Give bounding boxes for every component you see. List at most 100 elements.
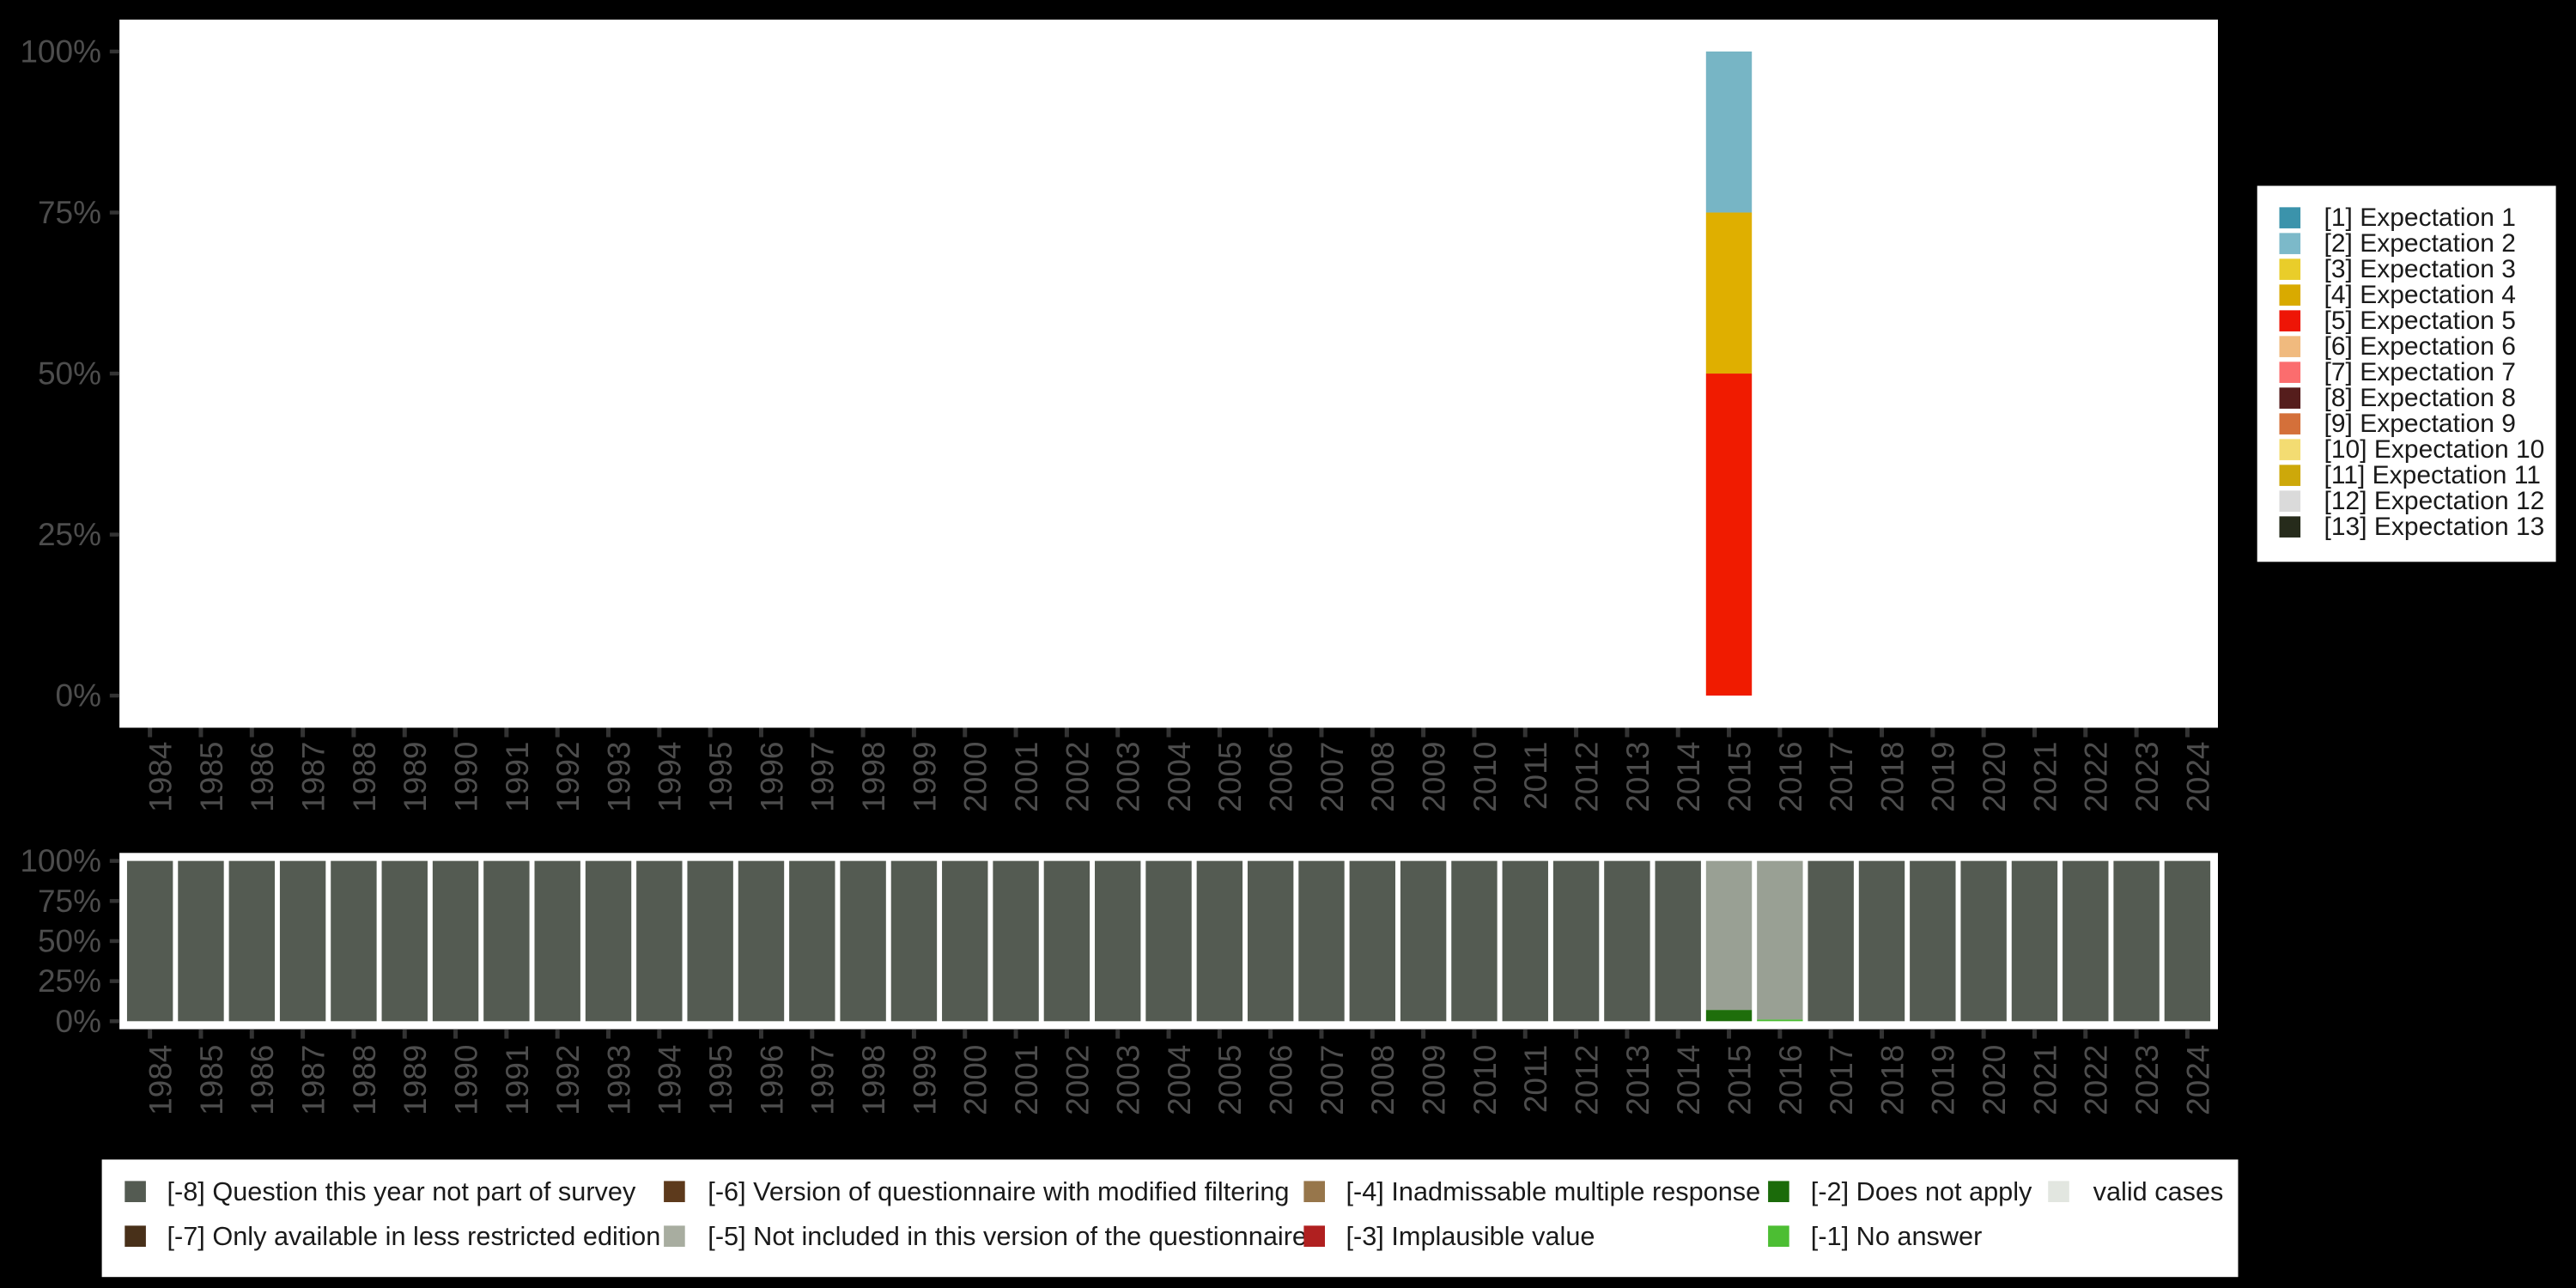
svg-text:1995: 1995 (703, 1045, 738, 1115)
svg-text:1987: 1987 (296, 1045, 331, 1115)
svg-text:[12] Expectation 12: [12] Expectation 12 (2324, 487, 2545, 515)
svg-text:2013: 2013 (1620, 1045, 1656, 1115)
svg-text:2018: 2018 (1874, 1045, 1910, 1115)
svg-text:2008: 2008 (1365, 742, 1400, 812)
svg-text:1994: 1994 (653, 742, 688, 812)
svg-text:1988: 1988 (347, 1045, 382, 1115)
svg-text:2000: 2000 (958, 742, 993, 812)
svg-text:[4] Expectation 4: [4] Expectation 4 (2324, 281, 2516, 309)
svg-text:1994: 1994 (653, 1045, 688, 1115)
svg-text:[-8] Question this year not pa: [-8] Question this year not part of surv… (167, 1176, 636, 1206)
svg-text:[2] Expectation 2: [2] Expectation 2 (2324, 229, 2516, 258)
svg-text:2009: 2009 (1417, 1045, 1452, 1115)
svg-text:1991: 1991 (500, 742, 535, 812)
svg-text:2002: 2002 (1060, 742, 1095, 812)
svg-text:2004: 2004 (1162, 742, 1197, 812)
svg-text:1985: 1985 (194, 742, 229, 812)
svg-text:1993: 1993 (601, 1045, 636, 1115)
svg-text:2019: 2019 (1926, 1045, 1961, 1115)
svg-text:2011: 2011 (1518, 1045, 1553, 1114)
svg-text:1995: 1995 (703, 742, 738, 812)
svg-text:2003: 2003 (1111, 1045, 1146, 1115)
svg-text:2015: 2015 (1722, 1045, 1757, 1115)
svg-text:[-2] Does not apply: [-2] Does not apply (1811, 1176, 2032, 1206)
svg-text:2017: 2017 (1824, 1045, 1859, 1115)
svg-text:1988: 1988 (347, 742, 382, 812)
svg-text:1986: 1986 (245, 1045, 280, 1115)
svg-text:[8] Expectation 8: [8] Expectation 8 (2324, 384, 2516, 412)
svg-text:2007: 2007 (1315, 742, 1350, 812)
svg-text:1991: 1991 (500, 1045, 535, 1115)
svg-text:2012: 2012 (1569, 1045, 1604, 1115)
svg-text:2021: 2021 (2027, 1045, 2063, 1115)
svg-text:1987: 1987 (296, 742, 331, 812)
svg-text:75%: 75% (38, 195, 101, 230)
svg-text:2013: 2013 (1620, 742, 1656, 812)
svg-text:2006: 2006 (1264, 1045, 1299, 1115)
svg-text:2010: 2010 (1467, 1045, 1503, 1115)
svg-text:[13] Expectation 13: [13] Expectation 13 (2324, 513, 2545, 541)
svg-text:2005: 2005 (1212, 1045, 1248, 1115)
svg-text:2022: 2022 (2079, 1045, 2114, 1115)
svg-text:2014: 2014 (1671, 742, 1706, 812)
svg-text:[-6] Version of questionnaire: [-6] Version of questionnaire with modif… (708, 1176, 1289, 1206)
svg-text:1989: 1989 (398, 742, 433, 812)
svg-text:1993: 1993 (601, 742, 636, 812)
svg-text:2000: 2000 (958, 1045, 993, 1115)
svg-text:2005: 2005 (1212, 742, 1248, 812)
svg-text:2019: 2019 (1926, 742, 1961, 812)
svg-text:1996: 1996 (754, 1045, 789, 1115)
svg-text:2017: 2017 (1824, 742, 1859, 812)
svg-text:2008: 2008 (1365, 1045, 1400, 1115)
svg-text:1999: 1999 (907, 742, 942, 812)
svg-text:2021: 2021 (2027, 742, 2063, 812)
svg-text:1985: 1985 (194, 1045, 229, 1115)
svg-text:50%: 50% (38, 923, 101, 958)
svg-text:2024: 2024 (2180, 742, 2215, 812)
svg-text:[-3] Implausible value: [-3] Implausible value (1346, 1221, 1595, 1251)
svg-text:2011: 2011 (1518, 742, 1553, 811)
svg-text:2023: 2023 (2129, 1045, 2165, 1115)
svg-text:1992: 1992 (550, 742, 586, 812)
svg-text:[1] Expectation 1: [1] Expectation 1 (2324, 204, 2516, 232)
svg-text:[5] Expectation 5: [5] Expectation 5 (2324, 307, 2516, 335)
svg-text:1986: 1986 (245, 742, 280, 812)
svg-text:2022: 2022 (2079, 742, 2114, 812)
svg-text:valid cases: valid cases (2093, 1176, 2224, 1206)
svg-text:100%: 100% (20, 843, 101, 878)
svg-text:2004: 2004 (1162, 1045, 1197, 1115)
svg-text:2007: 2007 (1315, 1045, 1350, 1115)
svg-text:2006: 2006 (1264, 742, 1299, 812)
svg-text:2014: 2014 (1671, 1045, 1706, 1115)
svg-text:2009: 2009 (1417, 742, 1452, 812)
svg-text:2012: 2012 (1569, 742, 1604, 812)
svg-text:1984: 1984 (143, 1045, 179, 1115)
svg-text:1992: 1992 (550, 1045, 586, 1115)
svg-text:0%: 0% (56, 678, 101, 714)
svg-text:1997: 1997 (805, 1045, 841, 1115)
svg-text:1989: 1989 (398, 1045, 433, 1115)
svg-text:[6] Expectation 6: [6] Expectation 6 (2324, 332, 2516, 361)
svg-text:1996: 1996 (754, 742, 789, 812)
svg-text:2016: 2016 (1773, 742, 1808, 812)
svg-text:[-4] Inadmissable multiple res: [-4] Inadmissable multiple response (1346, 1176, 1761, 1206)
svg-text:2016: 2016 (1773, 1045, 1808, 1115)
svg-text:100%: 100% (20, 34, 101, 70)
svg-text:2003: 2003 (1111, 742, 1146, 812)
svg-text:[3] Expectation 3: [3] Expectation 3 (2324, 255, 2516, 283)
svg-text:2024: 2024 (2180, 1045, 2215, 1115)
svg-text:1998: 1998 (856, 742, 891, 812)
svg-text:2020: 2020 (1977, 742, 2012, 812)
svg-text:25%: 25% (38, 963, 101, 999)
svg-text:2020: 2020 (1977, 1045, 2012, 1115)
svg-text:2018: 2018 (1874, 742, 1910, 812)
svg-text:[-1] No answer: [-1] No answer (1811, 1221, 1983, 1251)
svg-text:50%: 50% (38, 356, 101, 392)
svg-text:1999: 1999 (907, 1045, 942, 1115)
svg-text:[-5] Not included in this vers: [-5] Not included in this version of the… (708, 1221, 1307, 1251)
svg-text:1990: 1990 (448, 1045, 483, 1115)
svg-text:1990: 1990 (448, 742, 483, 812)
svg-text:2023: 2023 (2129, 742, 2165, 812)
svg-text:2002: 2002 (1060, 1045, 1095, 1115)
svg-text:1998: 1998 (856, 1045, 891, 1115)
